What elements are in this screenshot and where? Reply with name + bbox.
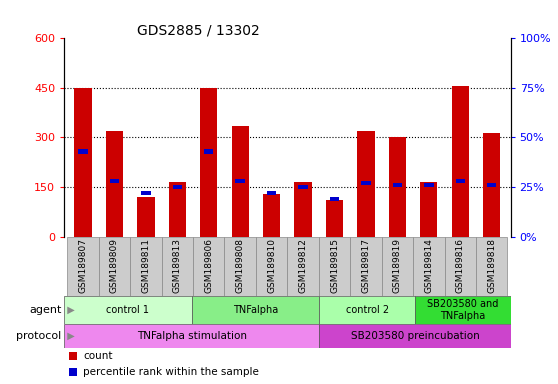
Text: ▶: ▶ xyxy=(61,305,75,315)
Bar xyxy=(232,126,249,237)
Bar xyxy=(330,197,339,201)
Bar xyxy=(78,149,88,154)
Text: GSM189814: GSM189814 xyxy=(424,238,434,293)
Text: GSM189807: GSM189807 xyxy=(79,238,88,293)
Bar xyxy=(382,237,413,296)
Bar xyxy=(393,183,402,187)
Text: GSM189813: GSM189813 xyxy=(173,238,182,293)
Text: GSM189819: GSM189819 xyxy=(393,238,402,293)
Bar xyxy=(415,296,511,324)
Bar xyxy=(319,324,511,348)
Bar xyxy=(68,237,99,296)
Text: GSM189808: GSM189808 xyxy=(235,238,245,293)
Text: TNFalpha stimulation: TNFalpha stimulation xyxy=(137,331,247,341)
Text: SB203580 preincubation: SB203580 preincubation xyxy=(350,331,479,341)
Text: ▶: ▶ xyxy=(61,331,75,341)
Bar xyxy=(162,237,193,296)
Bar xyxy=(263,194,280,237)
Text: control 1: control 1 xyxy=(107,305,150,315)
Bar xyxy=(389,137,406,237)
Bar xyxy=(299,185,308,189)
Bar xyxy=(319,237,350,296)
Bar xyxy=(267,190,276,195)
Text: GSM189809: GSM189809 xyxy=(110,238,119,293)
Bar xyxy=(224,237,256,296)
Bar xyxy=(69,352,76,360)
Bar xyxy=(455,179,465,184)
Bar xyxy=(413,237,445,296)
Bar xyxy=(110,179,119,184)
Text: GSM189811: GSM189811 xyxy=(141,238,151,293)
Bar xyxy=(445,237,476,296)
Bar xyxy=(235,179,245,184)
Bar xyxy=(69,368,76,376)
Text: control 2: control 2 xyxy=(345,305,388,315)
Text: GSM189812: GSM189812 xyxy=(299,238,307,293)
Bar xyxy=(64,296,192,324)
Bar xyxy=(200,88,218,237)
Text: GSM189810: GSM189810 xyxy=(267,238,276,293)
Bar xyxy=(295,182,312,237)
Bar xyxy=(483,132,501,237)
Text: GSM189817: GSM189817 xyxy=(362,238,371,293)
Bar xyxy=(172,185,182,189)
Bar xyxy=(350,237,382,296)
Text: TNFalpha: TNFalpha xyxy=(233,305,278,315)
Bar xyxy=(487,183,497,187)
Bar xyxy=(357,131,374,237)
Bar xyxy=(106,131,123,237)
Bar xyxy=(169,182,186,237)
Bar xyxy=(361,181,371,185)
Text: agent: agent xyxy=(29,305,61,315)
Bar xyxy=(137,197,155,237)
Bar xyxy=(287,237,319,296)
Text: protocol: protocol xyxy=(16,331,61,341)
Bar xyxy=(141,190,151,195)
Bar xyxy=(476,237,507,296)
Text: GSM189806: GSM189806 xyxy=(204,238,213,293)
Bar xyxy=(326,200,343,237)
Bar xyxy=(130,237,162,296)
Bar xyxy=(192,296,319,324)
Bar xyxy=(319,296,415,324)
Text: count: count xyxy=(83,351,113,361)
Bar xyxy=(451,86,469,237)
Text: percentile rank within the sample: percentile rank within the sample xyxy=(83,367,259,377)
Bar xyxy=(424,183,434,187)
Bar xyxy=(193,237,224,296)
Bar xyxy=(74,88,92,237)
Bar xyxy=(256,237,287,296)
Text: GSM189818: GSM189818 xyxy=(487,238,496,293)
Bar xyxy=(64,324,319,348)
Bar xyxy=(99,237,130,296)
Text: GDS2885 / 13302: GDS2885 / 13302 xyxy=(137,23,259,37)
Text: GSM189816: GSM189816 xyxy=(456,238,465,293)
Text: SB203580 and
TNFalpha: SB203580 and TNFalpha xyxy=(427,299,498,321)
Bar xyxy=(420,182,437,237)
Bar xyxy=(204,149,214,154)
Text: GSM189815: GSM189815 xyxy=(330,238,339,293)
